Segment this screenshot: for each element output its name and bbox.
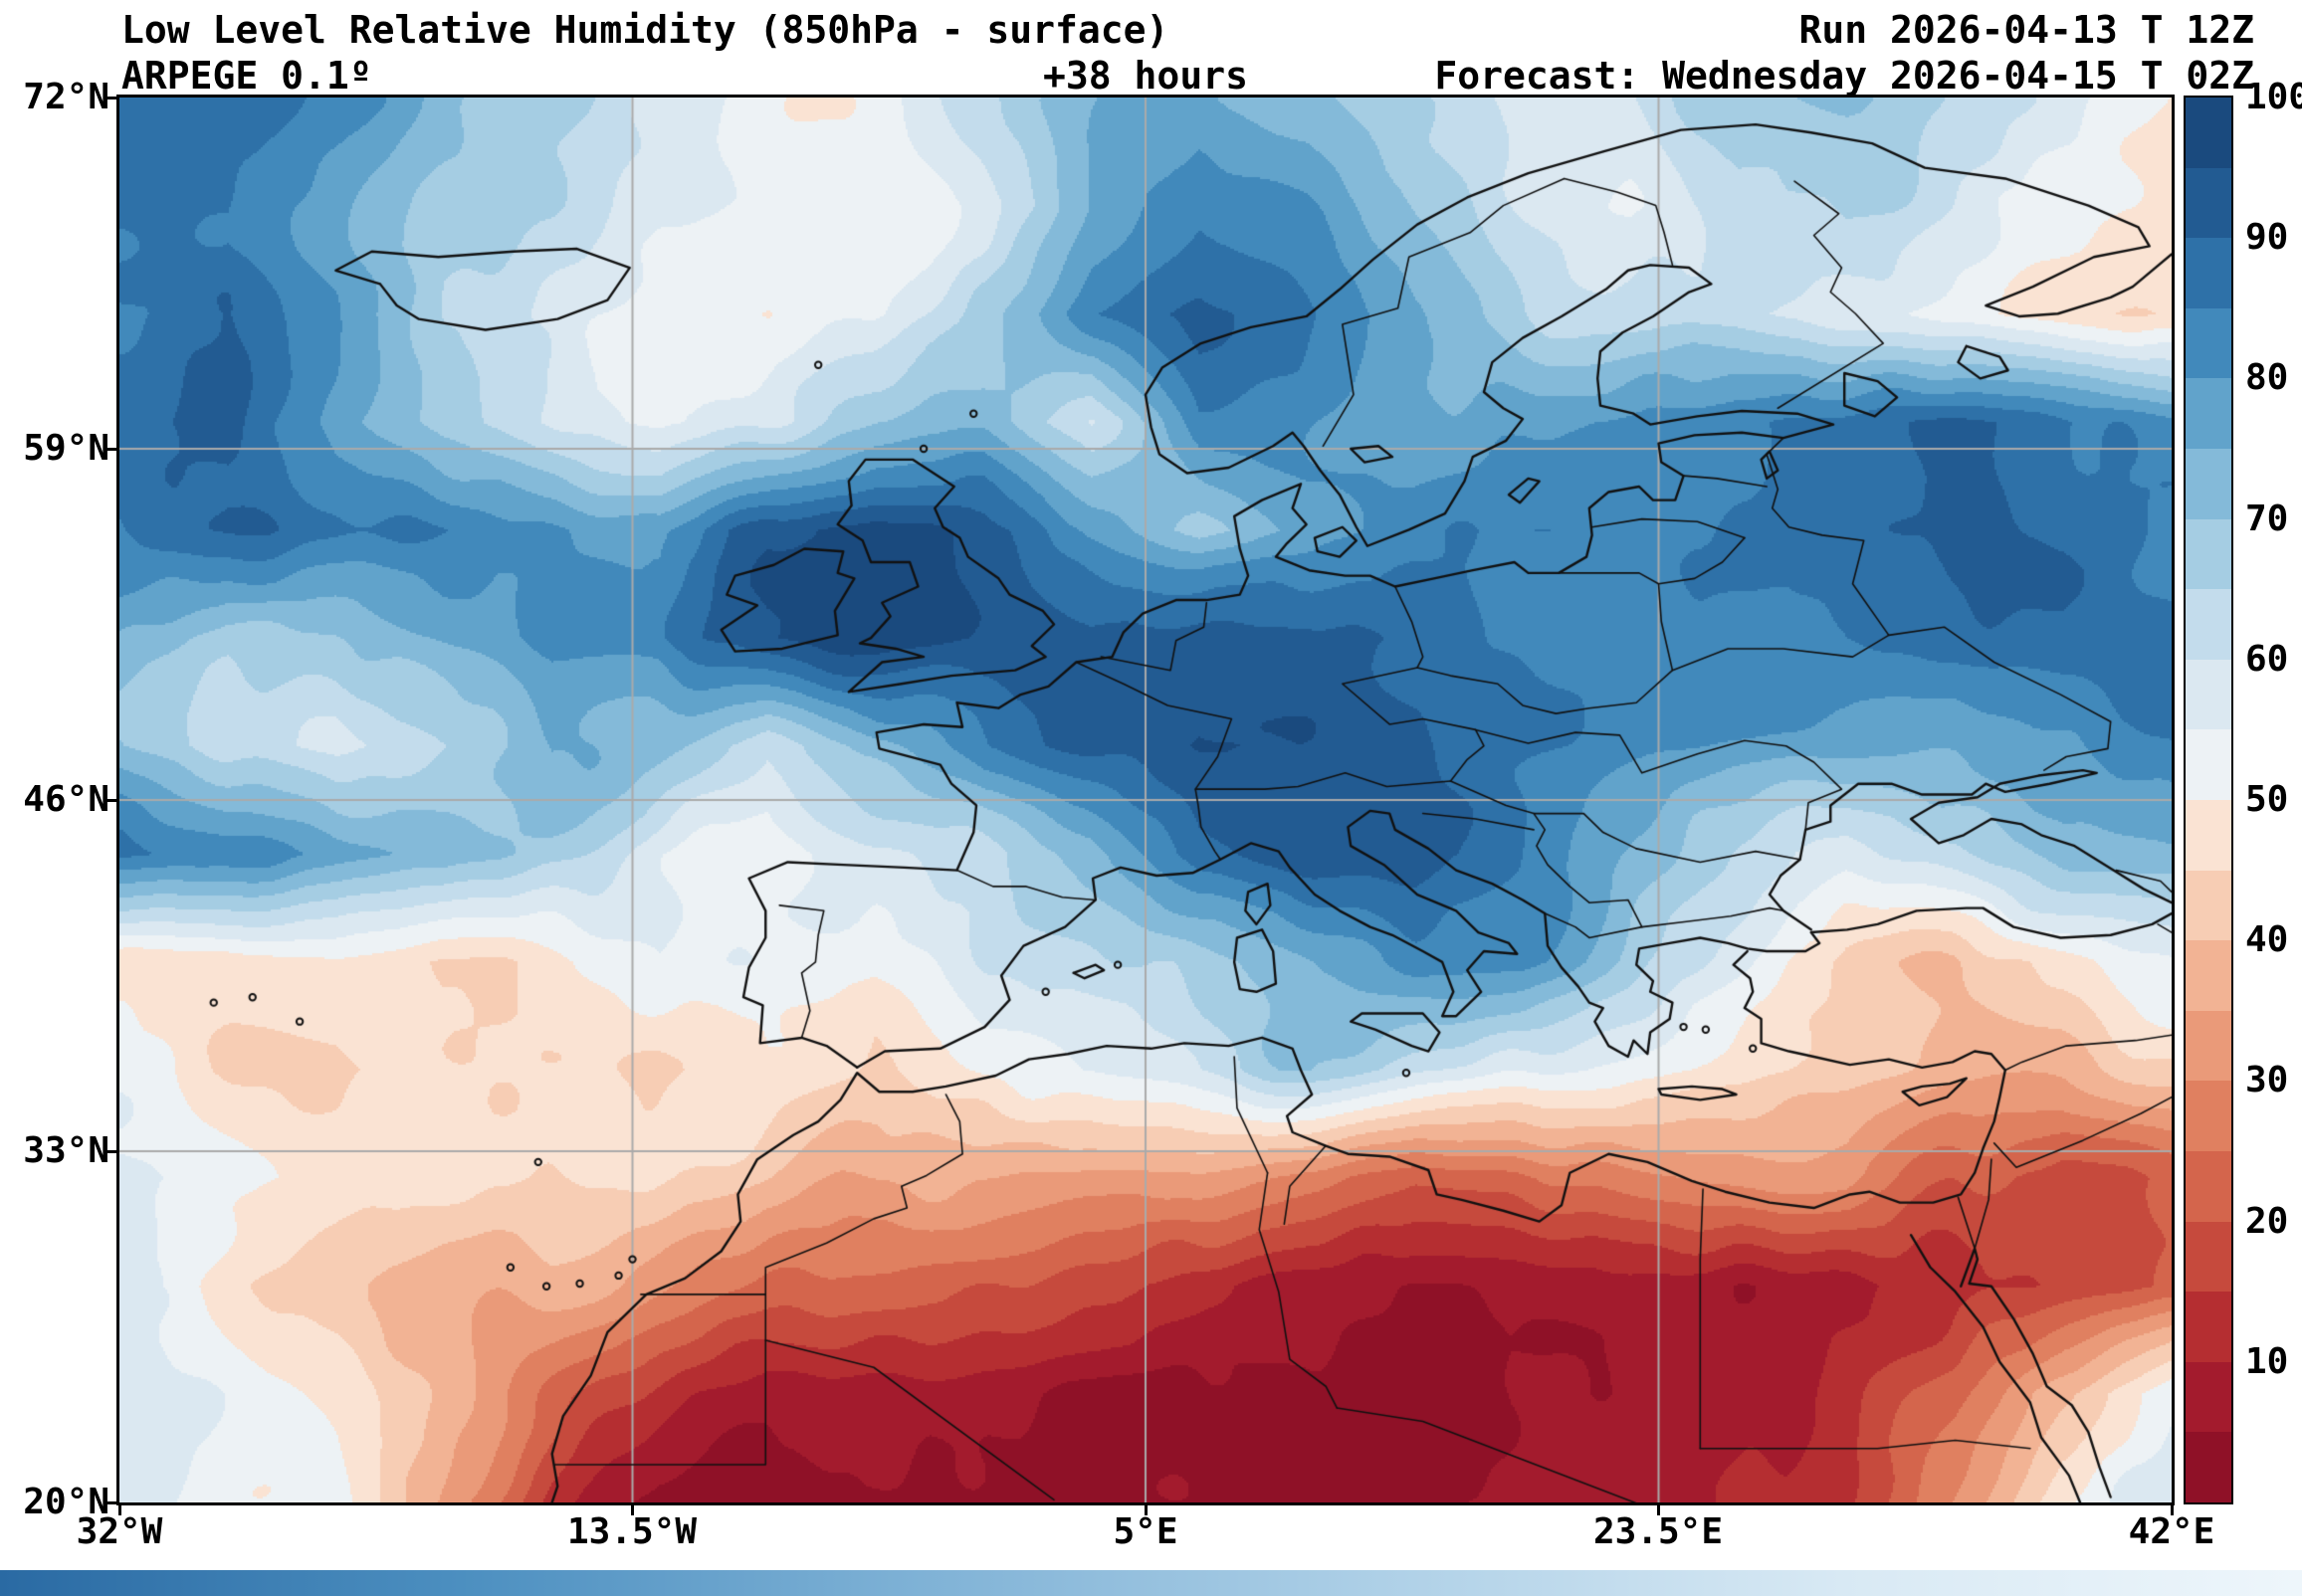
y-axis-tick [106, 1149, 117, 1153]
lon-label-42e: 42°E [2128, 1511, 2215, 1552]
colorbar-label-20: 20 [2245, 1201, 2289, 1242]
colorbar-segment [2186, 378, 2231, 449]
colorbar-segment [2186, 518, 2231, 590]
colorbar-segment [2186, 870, 2231, 941]
colorbar-label-10: 10 [2245, 1341, 2289, 1382]
colorbar-label-70: 70 [2245, 499, 2289, 539]
colorbar-label-30: 30 [2245, 1060, 2289, 1100]
model-label: ARPEGE 0.1º [121, 54, 372, 98]
colorbar-label-50: 50 [2245, 779, 2289, 820]
colorbar-segment [2186, 1221, 2231, 1293]
x-axis-tick [117, 1504, 121, 1515]
colorbar-segment [2186, 448, 2231, 519]
colorbar-segment [2186, 659, 2231, 730]
colorbar-segment [2186, 589, 2231, 660]
lon-label-5e: 5°E [1113, 1511, 1178, 1552]
lon-label-23-5e: 23.5°E [1592, 1511, 1724, 1552]
plot-area [106, 95, 2175, 1515]
colorbar-segment [2186, 167, 2231, 239]
colorbar-segment [2186, 307, 2231, 379]
colorbar-segment [2186, 1292, 2231, 1362]
y-axis-tick [106, 447, 117, 451]
lat-label-20n: 20°N [23, 1482, 109, 1522]
chart-title: Low Level Relative Humidity (850hPa - su… [121, 8, 1169, 52]
lead-time-label: +38 hours [1043, 54, 1248, 98]
colorbar-segment [2186, 1010, 2231, 1082]
colorbar-label-100: 100 [2245, 77, 2302, 117]
lat-label-72n: 72°N [23, 77, 109, 117]
y-axis-tick [106, 96, 117, 100]
colorbar-label-90: 90 [2245, 217, 2289, 258]
x-axis-tick [631, 1504, 634, 1515]
colorbar-segment [2186, 238, 2231, 308]
colorbar-segment [2186, 729, 2231, 800]
y-axis-tick [106, 1500, 117, 1504]
x-axis-tick [2170, 1504, 2174, 1515]
lon-label-13-5w: 13.5°W [566, 1511, 698, 1552]
forecast-label: Forecast: Wednesday 2026-04-15 T 02Z [1434, 54, 2254, 98]
lon-label-32w: 32°W [76, 1511, 163, 1552]
colorbar [2184, 96, 2233, 1504]
x-axis-tick [1657, 1504, 1660, 1515]
colorbar-segment [2186, 940, 2231, 1011]
x-axis-tick [1144, 1504, 1148, 1515]
y-axis-tick [106, 798, 117, 802]
lat-label-59n: 59°N [23, 428, 109, 469]
colorbar-segment [2186, 1081, 2231, 1151]
lat-label-46n: 46°N [23, 779, 109, 820]
colorbar-segment [2186, 1150, 2231, 1222]
run-label: Run 2026-04-13 T 12Z [1798, 8, 2254, 52]
colorbar-segment [2186, 1432, 2231, 1502]
colorbar-label-80: 80 [2245, 357, 2289, 398]
footer-strip [0, 1570, 2302, 1596]
colorbar-label-40: 40 [2245, 919, 2289, 960]
colorbar-segment [2186, 799, 2231, 871]
colorbar-segment [2186, 1361, 2231, 1433]
humidity-map-canvas [119, 98, 2172, 1502]
colorbar-label-60: 60 [2245, 639, 2289, 680]
colorbar-segment [2186, 98, 2231, 168]
lat-label-33n: 33°N [23, 1130, 109, 1171]
